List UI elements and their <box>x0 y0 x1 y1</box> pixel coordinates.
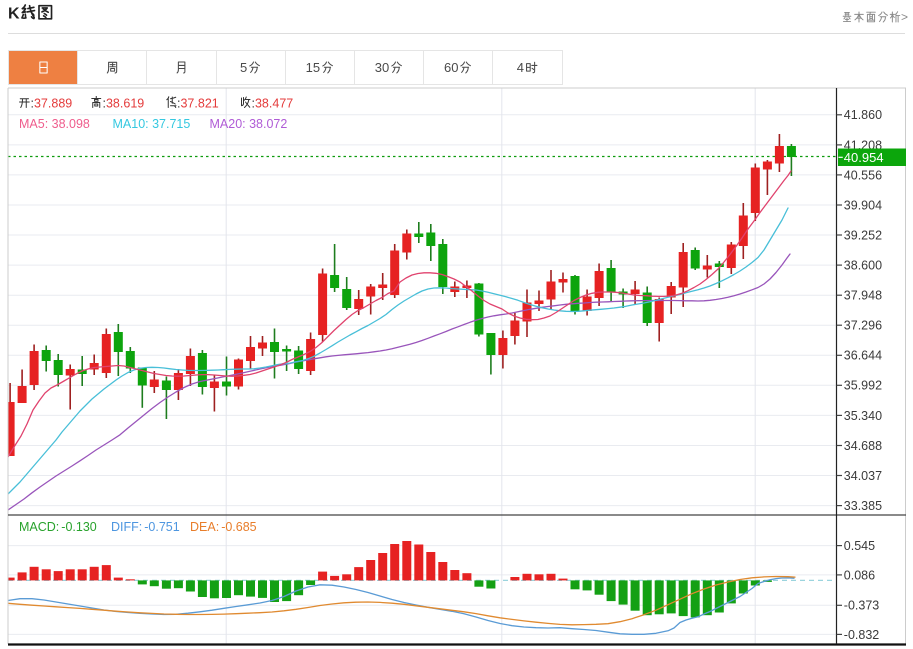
svg-text:0.086: 0.086 <box>844 568 875 582</box>
svg-text:37.296: 37.296 <box>844 319 882 333</box>
svg-text:34.688: 34.688 <box>844 439 882 453</box>
svg-text:41.860: 41.860 <box>844 108 882 122</box>
svg-text:33.385: 33.385 <box>844 499 882 513</box>
svg-text:0.545: 0.545 <box>844 539 875 553</box>
svg-text:37.948: 37.948 <box>844 289 882 303</box>
svg-text:35.992: 35.992 <box>844 379 882 393</box>
svg-text:35.340: 35.340 <box>844 409 882 423</box>
svg-text:-0.832: -0.832 <box>844 628 879 642</box>
svg-text:36.644: 36.644 <box>844 349 882 363</box>
svg-text:39.904: 39.904 <box>844 198 882 212</box>
svg-text:-0.373: -0.373 <box>844 599 879 613</box>
svg-text:39.252: 39.252 <box>844 228 882 242</box>
svg-text:38.600: 38.600 <box>844 259 882 273</box>
svg-text:40.556: 40.556 <box>844 168 882 182</box>
svg-text:34.037: 34.037 <box>844 469 882 483</box>
svg-text:40.954: 40.954 <box>844 150 884 165</box>
